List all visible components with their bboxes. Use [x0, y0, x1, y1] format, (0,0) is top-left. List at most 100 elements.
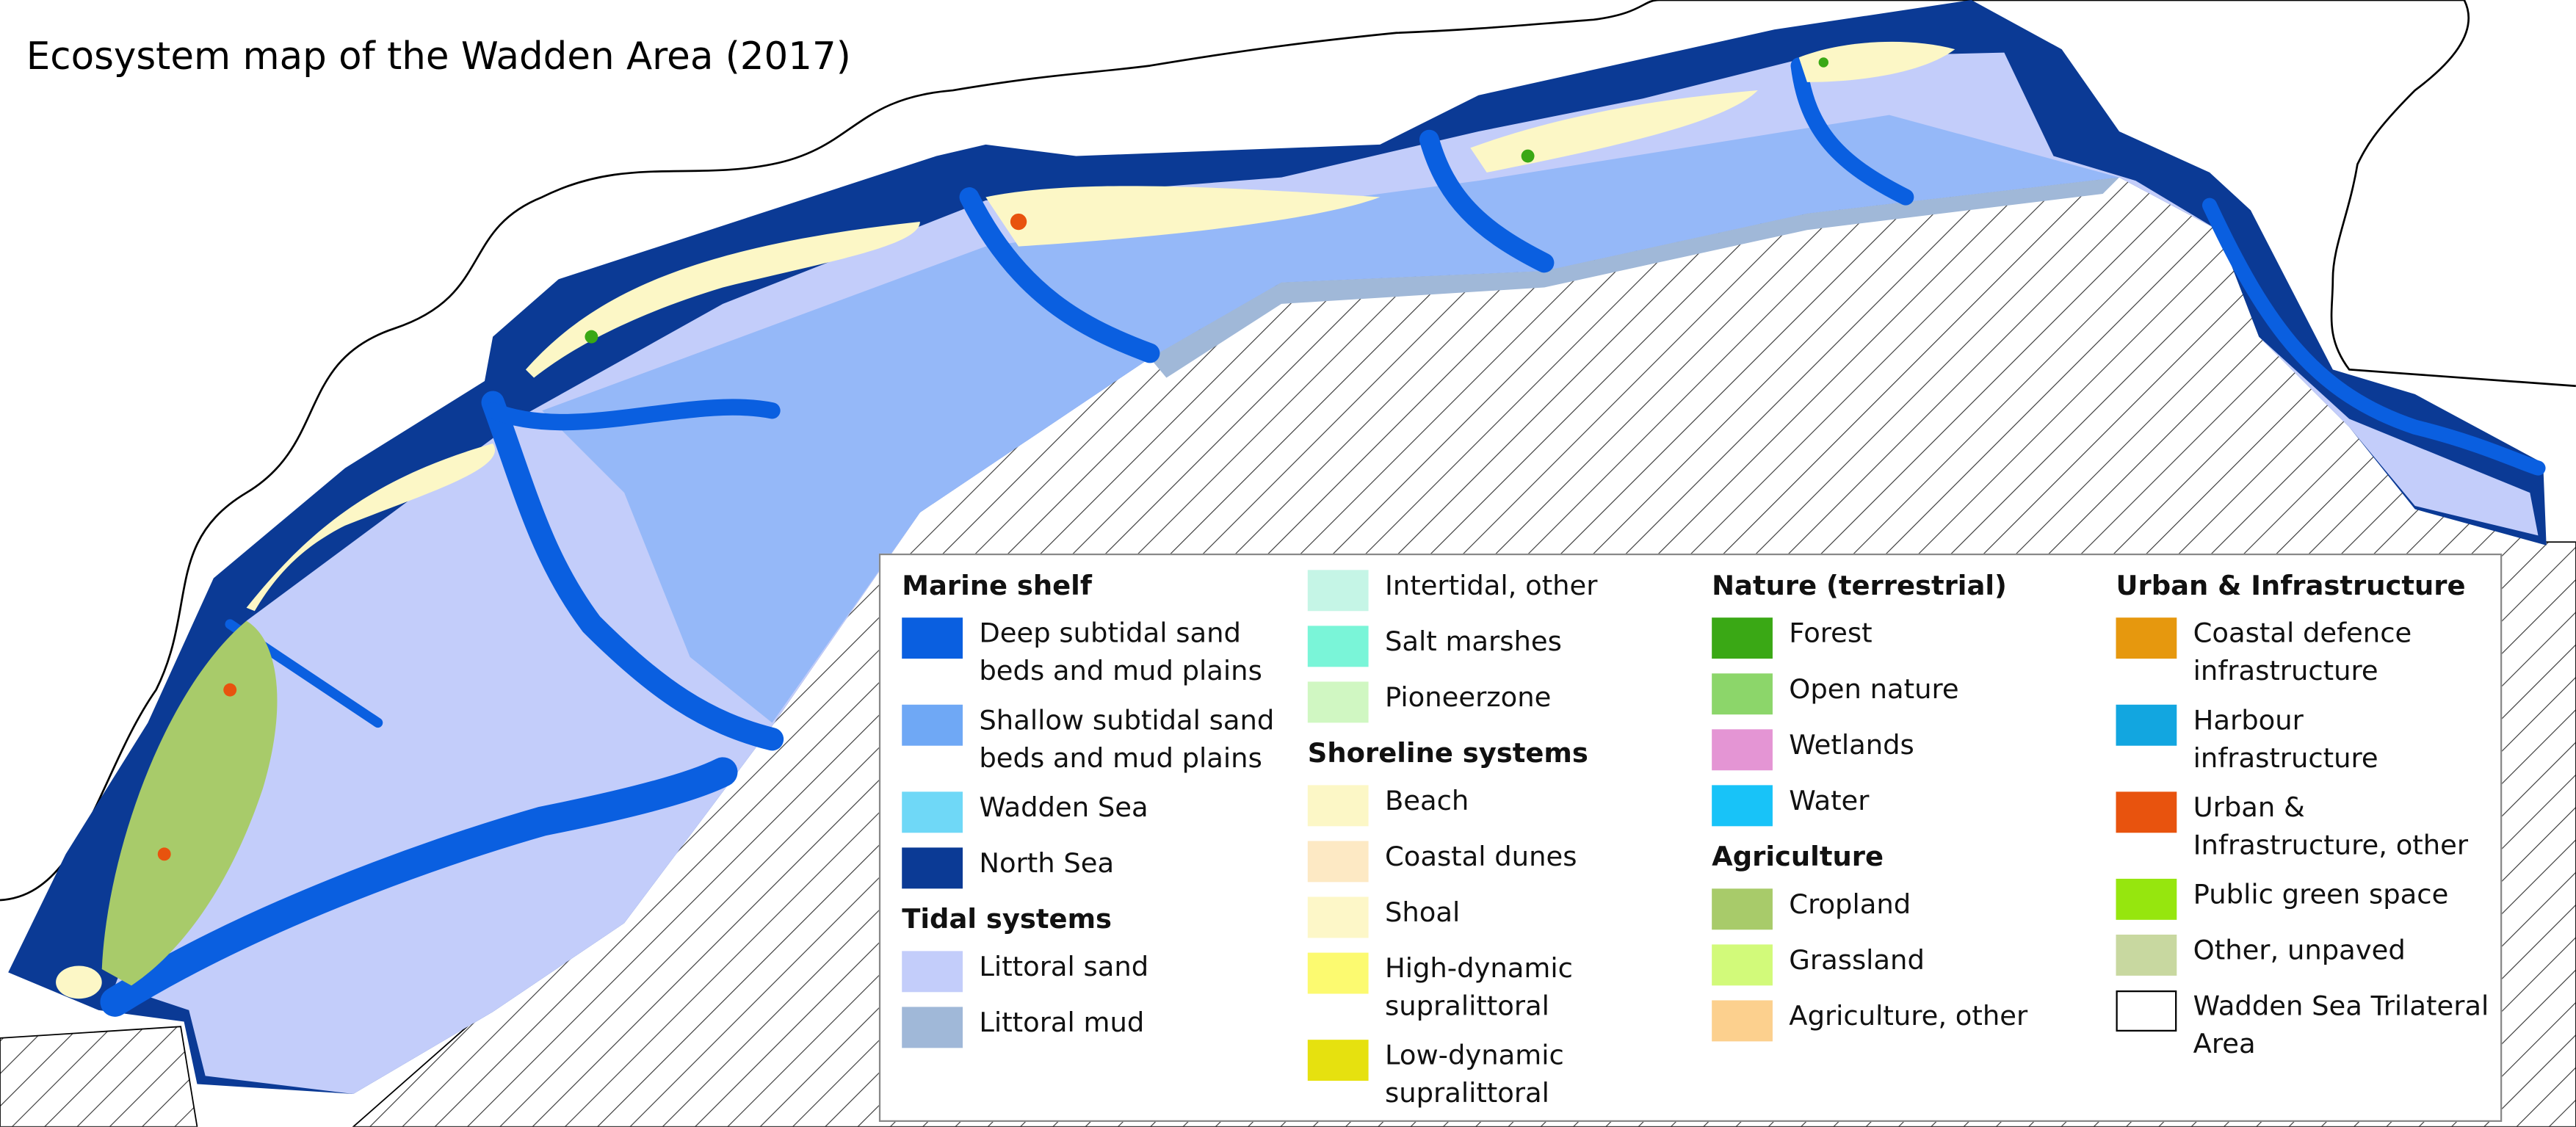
legend-item: Littoral mud	[902, 1005, 1275, 1048]
legend-swatch	[2116, 934, 2177, 976]
legend-item: North Sea	[902, 846, 1275, 889]
legend-item: Grassland	[1712, 943, 2085, 986]
legend-item: Salt marshes	[1307, 624, 1681, 667]
legend-label: Pioneerzone	[1384, 681, 1552, 713]
legend-label: Shoal	[1384, 896, 1461, 929]
legend-swatch	[2116, 791, 2177, 833]
trilateral-boundary	[0, 0, 2576, 902]
legend-label: Forest	[1789, 617, 1873, 649]
legend-item: Cropland	[1712, 887, 2085, 930]
legend-item: Wetlands	[1712, 728, 2085, 771]
legend-column: Marine shelf Deep subtidal sand beds and …	[902, 568, 1275, 1061]
legend-item: Pioneerzone	[1307, 680, 1681, 723]
legend-swatch	[2116, 617, 2177, 659]
legend-column: Intertidal, other Salt marshes Pioneerzone…	[1307, 568, 1681, 1125]
legend-heading: Urban & Infrastructure	[2116, 570, 2466, 601]
legend-item: Shoal	[1307, 895, 1681, 938]
legend-swatch	[902, 847, 963, 889]
legend-item: Public green space	[2116, 877, 2489, 920]
legend: Marine shelf Deep subtidal sand beds and …	[878, 553, 2503, 1125]
legend-swatch	[1712, 785, 1773, 827]
legend-item: Beach	[1307, 783, 1681, 827]
legend-item: Shallow subtidal sand beds and mud plain…	[902, 703, 1275, 778]
legend-label: Other, unpaved	[2193, 934, 2406, 966]
legend-swatch	[902, 617, 963, 659]
legend-label: Public green space	[2193, 878, 2449, 910]
legend-heading: Nature (terrestrial)	[1712, 570, 2007, 601]
legend-swatch	[1307, 681, 1369, 723]
legend-item: Urban & Infrastructure, other	[2116, 790, 2489, 864]
shallow-subtidal	[542, 115, 2119, 723]
legend-item: Agriculture, other	[1712, 999, 2085, 1042]
legend-label: Urban & Infrastructure, other	[2193, 791, 2469, 860]
legend-heading: Marine shelf	[902, 570, 1092, 601]
legend-label: Water	[1789, 785, 1870, 816]
legend-swatch	[1307, 785, 1369, 827]
legend-label: Low-dynamic supralittoral	[1384, 1040, 1564, 1108]
legend-label: Harbour infrastructure	[2193, 704, 2378, 773]
legend-label: North Sea	[979, 847, 1115, 879]
legend-swatch	[2116, 704, 2177, 746]
legend-item: Littoral sand	[902, 949, 1275, 993]
legend-swatch	[2116, 990, 2177, 1032]
legend-swatch	[1307, 896, 1369, 938]
legend-label: Coastal dunes	[1384, 841, 1577, 872]
legend-swatch	[1712, 944, 1773, 986]
legend-swatch	[1712, 729, 1773, 771]
legend-item: High-dynamic supralittoral	[1307, 951, 1681, 1025]
legend-label: Littoral sand	[979, 951, 1149, 982]
legend-item: Wadden Sea Trilateral Area	[2116, 989, 2489, 1063]
legend-swatch	[2116, 878, 2177, 920]
legend-label: Beach	[1384, 785, 1469, 816]
legend-item: Open nature	[1712, 672, 2085, 715]
legend-heading: Tidal systems	[902, 903, 1112, 935]
legend-label: Salt marshes	[1384, 626, 1562, 657]
legend-item: Other, unpaved	[2116, 933, 2489, 976]
legend-swatch	[902, 1007, 963, 1048]
legend-heading: Shoreline systems	[1307, 737, 1588, 769]
legend-swatch	[1307, 626, 1369, 667]
legend-swatch	[1307, 1040, 1369, 1081]
legend-item: Intertidal, other	[1307, 568, 1681, 612]
legend-column: Nature (terrestrial) Forest Open nature Wet…	[1712, 568, 2085, 1054]
legend-label: Shallow subtidal sand beds and mud plain…	[979, 704, 1275, 773]
legend-item: Coastal dunes	[1307, 839, 1681, 883]
legend-label: Wadden Sea	[979, 791, 1148, 823]
wadden-sea-area	[115, 52, 2539, 1094]
legend-label: Cropland	[1789, 888, 1911, 920]
legend-swatch	[1307, 570, 1369, 612]
legend-label: Wadden Sea Trilateral Area	[2193, 990, 2489, 1059]
legend-swatch	[1307, 841, 1369, 883]
legend-label: Wetlands	[1789, 729, 1914, 761]
legend-item: Low-dynamic supralittoral	[1307, 1038, 1681, 1112]
legend-label: Littoral mud	[979, 1007, 1145, 1038]
legend-label: Open nature	[1789, 673, 1959, 705]
legend-item: Water	[1712, 783, 2085, 827]
legend-label: Grassland	[1789, 944, 1925, 976]
islands	[56, 41, 1955, 999]
legend-swatch	[1712, 1000, 1773, 1042]
legend-swatch	[902, 791, 963, 833]
legend-column: Urban & Infrastructure Coastal defence in…	[2116, 568, 2489, 1076]
legend-swatch	[902, 951, 963, 993]
land	[0, 1026, 198, 1127]
legend-item: Wadden Sea	[902, 790, 1275, 833]
littoral-mud	[1150, 177, 2119, 378]
legend-item: Harbour infrastructure	[2116, 703, 2489, 778]
legend-item: Deep subtidal sand beds and mud plains	[902, 616, 1275, 690]
legend-swatch	[902, 704, 963, 746]
legend-swatch	[1307, 952, 1369, 994]
legend-swatch	[1712, 673, 1773, 715]
legend-label: Deep subtidal sand beds and mud plains	[979, 617, 1262, 686]
legend-label: High-dynamic supralittoral	[1384, 952, 1573, 1021]
legend-label: Coastal defence infrastructure	[2193, 617, 2412, 686]
legend-item: Forest	[1712, 616, 2085, 659]
legend-swatch	[1712, 617, 1773, 659]
legend-item: Coastal defence infrastructure	[2116, 616, 2489, 690]
legend-swatch	[1712, 888, 1773, 930]
tidal-channels	[100, 57, 2546, 1017]
legend-label: Intertidal, other	[1384, 570, 1598, 601]
map-title: Ecosystem map of the Wadden Area (2017)	[26, 36, 851, 79]
